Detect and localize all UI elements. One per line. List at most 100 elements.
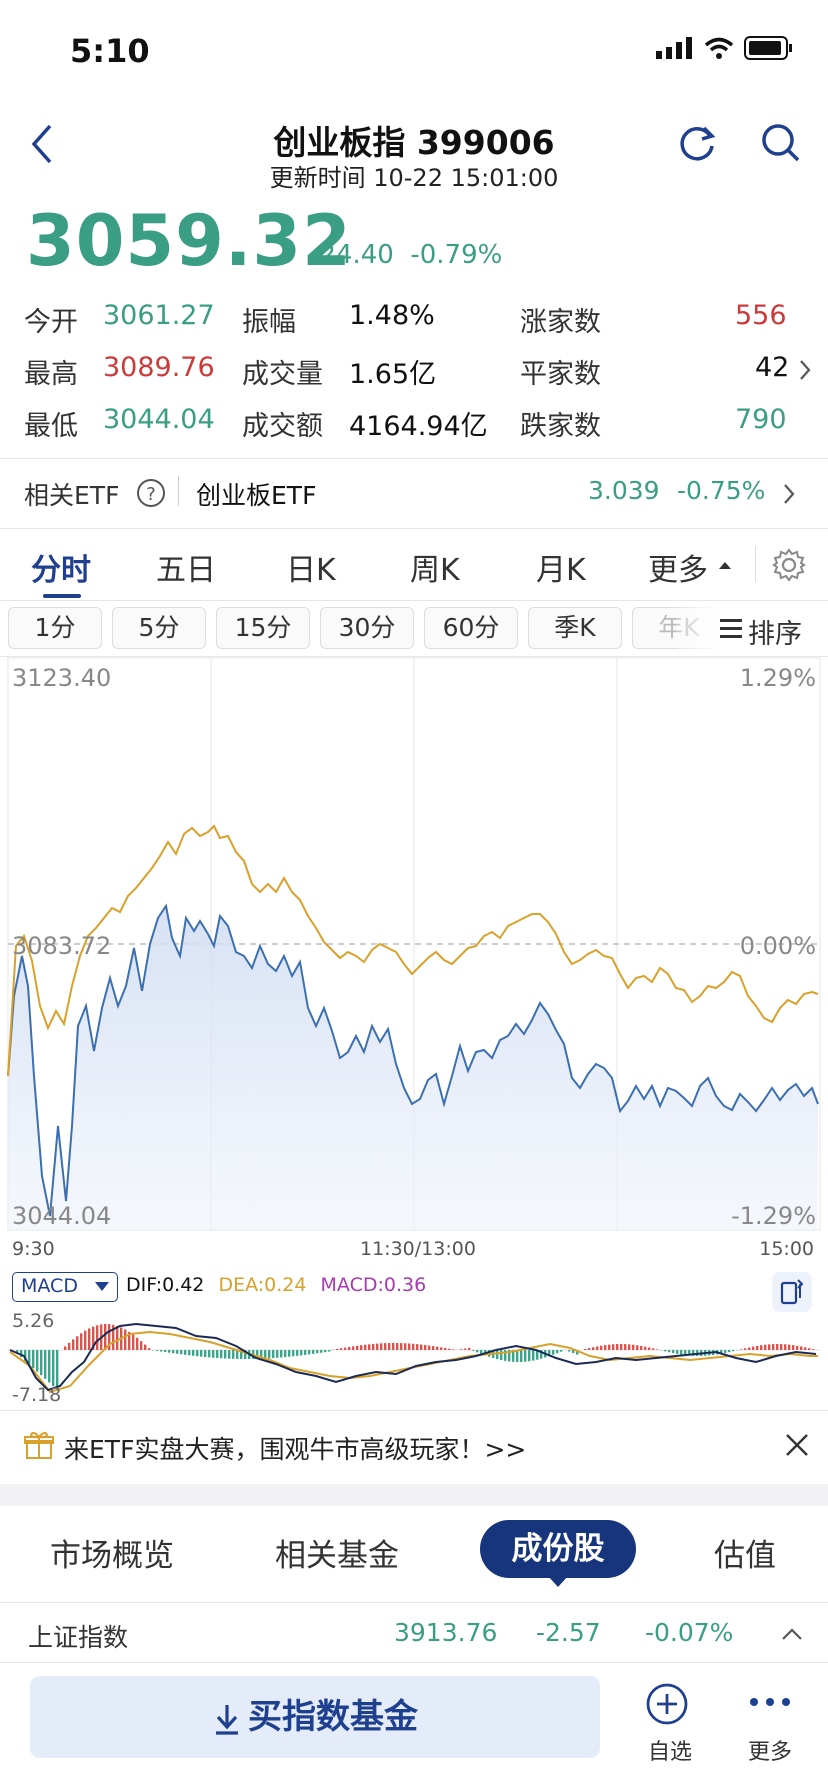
tab-weekly-k[interactable]: 周K	[410, 553, 460, 588]
macd-bar	[464, 1348, 467, 1350]
caret-up-icon	[719, 562, 731, 569]
search-icon[interactable]	[760, 122, 802, 164]
macd-bar	[360, 1345, 363, 1350]
tab-constituents[interactable]: 成份股	[480, 1520, 636, 1578]
stat-label: 最低	[24, 411, 78, 442]
stat-flat-count[interactable]: 平家数	[520, 352, 601, 391]
macd-bar	[268, 1350, 271, 1359]
macd-bar	[632, 1344, 635, 1350]
stat-flat-count-value: 42	[755, 352, 790, 383]
tab-valuation[interactable]: 估值	[714, 1538, 776, 1574]
macd-bar	[768, 1344, 771, 1350]
macd-toggle-icon[interactable]	[772, 1272, 812, 1312]
stat-turnover-value: 4164.94亿	[349, 411, 488, 442]
interval-5m[interactable]: 5分	[112, 607, 206, 649]
y-axis-mid: 3083.72	[12, 932, 112, 960]
tab-intraday[interactable]: 分时	[31, 553, 91, 588]
pct-axis-bottom: -1.29%	[731, 1202, 816, 1230]
macd-bar	[680, 1350, 683, 1355]
macd-bar	[364, 1344, 367, 1350]
macd-bar	[812, 1349, 815, 1350]
interval-1m[interactable]: 1分	[8, 607, 102, 649]
sort-button[interactable]: 排序	[748, 619, 802, 650]
macd-bar	[44, 1350, 47, 1379]
macd-bar	[328, 1350, 331, 1352]
stat-low-value: 3044.04	[103, 404, 215, 435]
macd-bar	[496, 1350, 499, 1360]
etf-name[interactable]: 创业板ETF	[196, 481, 317, 510]
chevron-right-icon[interactable]	[798, 358, 812, 382]
tab-related-funds[interactable]: 相关基金	[275, 1538, 399, 1574]
chevron-up-icon[interactable]	[780, 1626, 804, 1642]
stat-amplitude: 振幅	[242, 300, 296, 339]
gear-icon[interactable]	[772, 548, 806, 582]
macd-bar	[368, 1344, 371, 1350]
battery-icon	[744, 36, 792, 60]
macd-bar	[196, 1350, 199, 1357]
macd-bar	[804, 1347, 807, 1350]
macd-bar	[292, 1350, 295, 1357]
macd-bar	[592, 1347, 595, 1350]
back-icon[interactable]	[28, 122, 54, 166]
change-value: -24.40	[310, 240, 394, 270]
stat-turnover: 成交额	[242, 404, 323, 443]
watchlist-label[interactable]: 自选	[648, 1740, 693, 1765]
market-change: -2.57	[536, 1618, 601, 1647]
buy-index-fund-button[interactable]: 买指数基金	[30, 1676, 600, 1758]
macd-bar	[404, 1343, 407, 1350]
stat-high-value: 3089.76	[103, 352, 215, 383]
macd-bar	[68, 1342, 71, 1350]
stat-open: 今开	[24, 300, 78, 339]
banner-text[interactable]: 来ETF实盘大赛，围观牛市高级玩家！>>	[64, 1435, 527, 1464]
macd-bar	[424, 1345, 427, 1350]
macd-bar	[788, 1344, 791, 1350]
add-watchlist-icon[interactable]	[645, 1682, 689, 1726]
macd-bar	[32, 1350, 35, 1368]
macd-bar	[336, 1348, 339, 1350]
macd-bar	[116, 1325, 119, 1350]
macd-axis-bottom: -7.18	[12, 1384, 62, 1406]
macd-bar	[480, 1350, 483, 1354]
interval-60m[interactable]: 60分	[424, 607, 518, 649]
help-icon[interactable]: ?	[136, 478, 166, 508]
tab-more[interactable]: 更多	[648, 553, 708, 588]
macd-bar	[664, 1350, 667, 1352]
macd-bar	[692, 1350, 695, 1356]
macd-chart	[8, 1322, 820, 1394]
macd-bar	[744, 1348, 747, 1350]
interval-30m[interactable]: 30分	[320, 607, 414, 649]
macd-bar	[740, 1349, 743, 1350]
tab-5day[interactable]: 五日	[156, 553, 216, 588]
macd-bar	[272, 1350, 275, 1359]
macd-bar	[556, 1350, 559, 1354]
section-gap	[0, 1484, 828, 1506]
list-icon[interactable]	[720, 617, 744, 639]
macd-selector[interactable]: MACD	[12, 1272, 118, 1302]
macd-bar	[168, 1350, 171, 1353]
market-name[interactable]: 上证指数	[28, 1623, 129, 1652]
macd-bar	[316, 1350, 319, 1354]
macd-bar	[628, 1344, 631, 1350]
tab-monthly-k[interactable]: 月K	[536, 553, 586, 588]
refresh-icon[interactable]	[676, 122, 718, 164]
interval-quarter-k[interactable]: 季K	[528, 607, 622, 649]
chevron-right-icon[interactable]	[782, 482, 796, 506]
intraday-chart[interactable]	[0, 656, 828, 1276]
tab-market-overview[interactable]: 市场概览	[50, 1538, 174, 1574]
macd-bar	[256, 1350, 259, 1359]
macd-bar	[428, 1345, 431, 1350]
macd-bar	[372, 1343, 375, 1350]
etf-separator	[178, 476, 179, 506]
promo-banner[interactable]	[0, 1412, 828, 1480]
macd-bar	[184, 1350, 187, 1355]
more-label[interactable]: 更多	[748, 1740, 793, 1765]
tab-daily-k[interactable]: 日K	[286, 553, 336, 588]
close-icon[interactable]	[784, 1432, 810, 1458]
more-icon[interactable]	[748, 1696, 792, 1708]
macd-bar	[304, 1350, 307, 1355]
buy-label: 买指数基金	[248, 1697, 418, 1737]
interval-15m[interactable]: 15分	[216, 607, 310, 649]
macd-bar	[532, 1350, 535, 1361]
macd-bar	[720, 1350, 723, 1354]
macd-bar	[76, 1336, 79, 1350]
